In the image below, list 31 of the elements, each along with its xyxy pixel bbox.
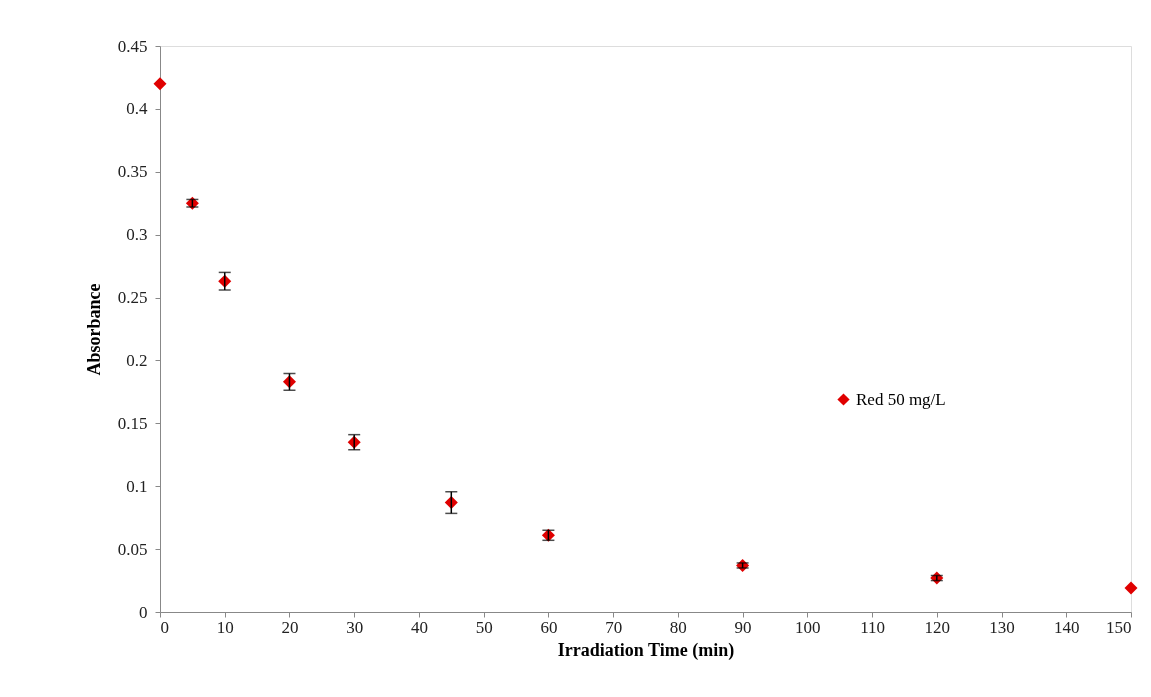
- y-tick-label: 0.05: [117, 539, 148, 559]
- x-tick-label: 60: [540, 617, 558, 637]
- x-tick-label: 10: [216, 617, 234, 637]
- y-tick-label: 0.1: [126, 476, 148, 496]
- x-tick-label: 30: [346, 617, 364, 637]
- x-tick-label: 140: [1054, 617, 1080, 637]
- point: [1124, 581, 1138, 595]
- y-tick-label: 0.25: [117, 288, 148, 308]
- x-tick-label: 40: [410, 617, 428, 637]
- y-tick-label: 0.35: [117, 162, 148, 182]
- y-tick-label: 0.4: [126, 99, 148, 119]
- y-tick-label: 0.15: [117, 413, 148, 433]
- y-tick-label: 0.45: [117, 36, 148, 56]
- y-tick-label: 0: [139, 602, 148, 622]
- x-tick-label: 90: [734, 617, 752, 637]
- x-tick-label: 20: [281, 617, 299, 637]
- x-tick-label: 0: [160, 617, 169, 637]
- legend-label: Red 50 mg/L: [856, 389, 946, 409]
- x-axis-title: Irradiation Time (min): [557, 639, 735, 661]
- x-tick-label: 100: [795, 617, 821, 637]
- y-tick-label: 0.2: [126, 350, 148, 370]
- x-tick-label: 50: [475, 617, 493, 637]
- x-tick-label: 80: [669, 617, 687, 637]
- y-tick-label: 0.3: [126, 225, 148, 245]
- x-tick-label: 150: [1106, 617, 1132, 637]
- x-tick-label: 70: [605, 617, 623, 637]
- x-tick-label: 130: [989, 617, 1015, 637]
- point: [153, 77, 167, 91]
- x-tick-label: 120: [924, 617, 951, 637]
- y-axis-title: Absorbance: [83, 283, 104, 376]
- x-tick-label: 110: [860, 617, 885, 637]
